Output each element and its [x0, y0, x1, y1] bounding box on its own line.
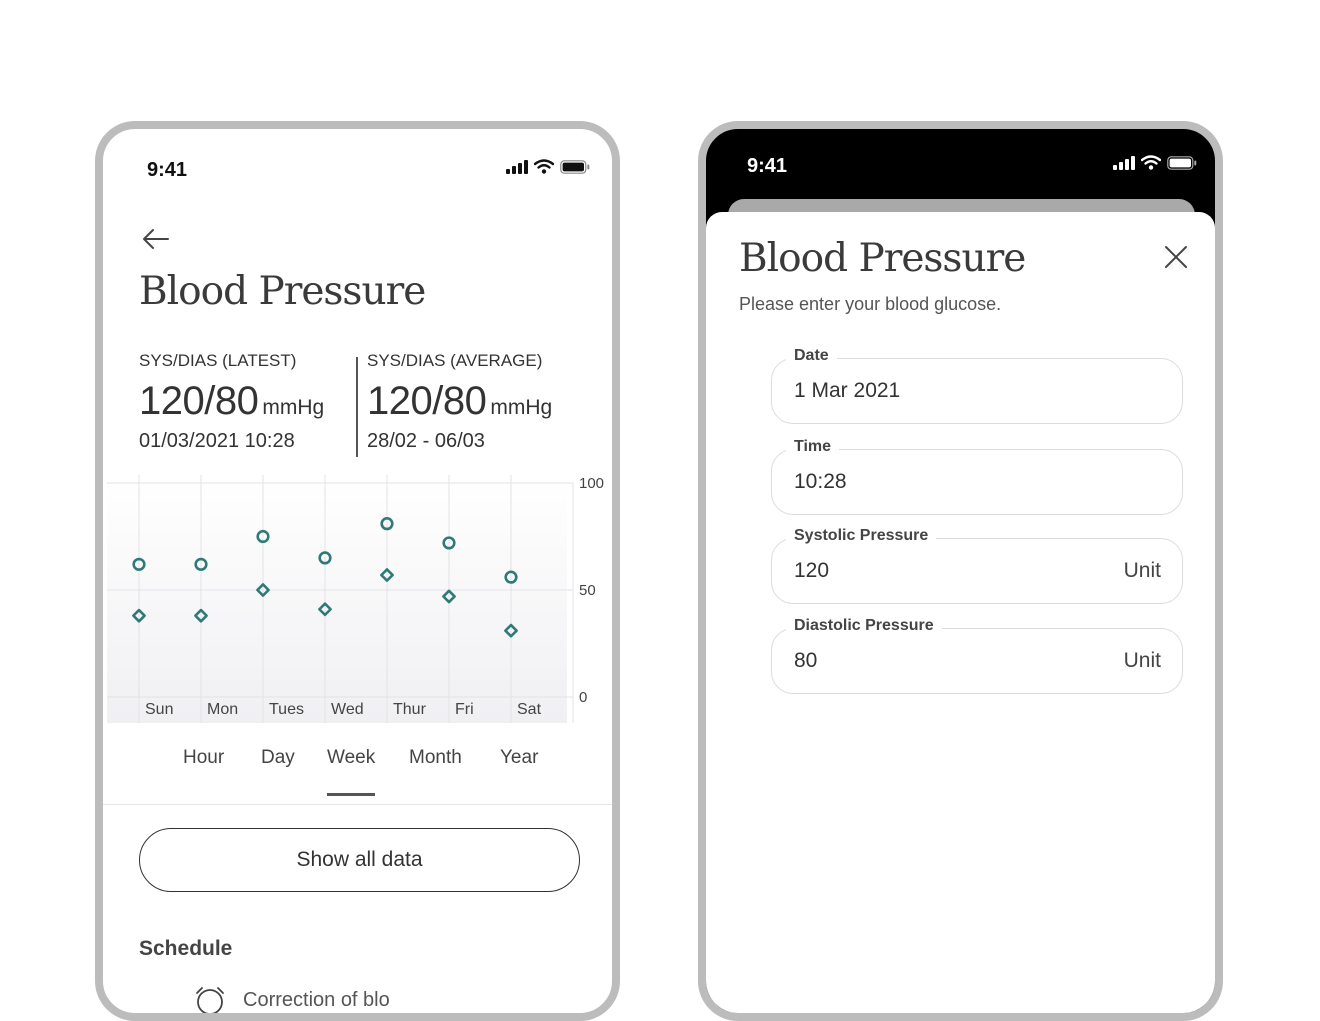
sheet-subtitle: Please enter your blood glucose.	[739, 294, 1002, 314]
time-field-label: Time	[786, 438, 840, 456]
systolic-field-label: Systolic Pressure	[786, 527, 937, 545]
y-tick-label-100: 100	[579, 475, 604, 492]
chart-svg: 0 50 100 Sun Mon Tues Wed Thur Fri Sat	[107, 475, 604, 723]
blood-pressure-chart: 0 50 100 Sun Mon Tues Wed Thur Fri Sat	[107, 475, 607, 723]
diastolic-point-mon	[194, 608, 208, 623]
wifi-icon	[534, 159, 554, 174]
y-tick-label-0: 0	[579, 689, 587, 706]
latest-unit: mmHg	[262, 396, 325, 419]
latest-value: 120/80	[139, 379, 259, 423]
date-field[interactable]: Date 1 Mar 2021	[771, 347, 1183, 424]
latest-label: SYS/DIAS (LATEST)	[139, 351, 297, 370]
diastolic-point-sun	[132, 608, 146, 623]
battery-icon	[560, 159, 590, 174]
status-icons	[506, 159, 590, 174]
systolic-pressure-field[interactable]: Systolic Pressure 120 Unit	[771, 527, 1183, 604]
latest-timestamp: 01/03/2021 10:28	[139, 430, 295, 452]
cellular-signal-icon	[506, 159, 528, 174]
systolic-point-fri	[442, 536, 456, 550]
diastolic-field-unit: Unit	[1123, 649, 1161, 672]
systolic-point-sat	[504, 570, 518, 584]
status-time: 9:41	[747, 155, 788, 177]
schedule-heading: Schedule	[139, 937, 233, 960]
average-label: SYS/DIAS (AVERAGE)	[367, 351, 543, 370]
chart-plot-area	[107, 475, 567, 723]
diastolic-point-fri	[442, 589, 456, 604]
active-tab-indicator	[327, 793, 375, 796]
diastolic-point-thur	[380, 568, 394, 582]
systolic-field-value[interactable]: 120	[794, 559, 830, 582]
average-value: 120/80	[367, 379, 487, 423]
tab-day[interactable]: Day	[261, 747, 295, 768]
back-arrow-icon[interactable]	[141, 225, 171, 253]
diastolic-point-wed	[318, 602, 332, 617]
systolic-point-thur	[380, 517, 394, 531]
diastolic-point-sat	[504, 623, 518, 638]
date-field-label: Date	[786, 347, 837, 365]
schedule-item[interactable]: Correction of blo	[193, 985, 390, 1013]
average-unit: mmHg	[490, 396, 553, 419]
time-field[interactable]: Time 10:28	[771, 438, 1183, 515]
average-value-row: 120/80 mmHg	[367, 379, 552, 424]
sheet-title: Blood Pressure	[739, 236, 1026, 281]
period-tabs: Hour Day Week Month Year	[103, 739, 612, 805]
systolic-point-tues	[256, 529, 270, 544]
entry-sheet: Blood Pressure Please enter your blood g…	[706, 212, 1215, 1013]
close-icon[interactable]	[1161, 242, 1191, 272]
date-field-value[interactable]: 1 Mar 2021	[794, 379, 901, 402]
x-tick-label-thur: Thur	[393, 701, 427, 718]
diastolic-field-label: Diastolic Pressure	[786, 617, 942, 635]
average-stat: SYS/DIAS (AVERAGE) 120/80 mmHg 28/02 - 06…	[367, 351, 552, 453]
alarm-clock-icon	[196, 987, 224, 1013]
latest-value-row: 120/80 mmHg	[139, 379, 324, 424]
status-bar: 9:41	[706, 129, 1215, 189]
systolic-field-unit: Unit	[1123, 559, 1161, 582]
x-tick-label-sun: Sun	[145, 701, 173, 718]
status-time: 9:41	[147, 159, 188, 181]
status-icons	[1113, 155, 1197, 170]
diastolic-point-tues	[256, 583, 270, 597]
tab-week[interactable]: Week	[327, 747, 376, 768]
battery-icon	[1167, 155, 1197, 170]
x-tick-label-tues: Tues	[269, 701, 304, 718]
x-tick-label-sat: Sat	[517, 701, 542, 718]
tab-month[interactable]: Month	[409, 747, 462, 768]
history-screen: 9:41 Blood Pressure SYS/DIAS (LA	[95, 121, 620, 1021]
page-title: Blood Pressure	[139, 269, 426, 314]
systolic-point-wed	[318, 551, 332, 565]
x-tick-label-fri: Fri	[455, 701, 474, 718]
entry-screen: 9:41 Blood Pressure Ple	[698, 121, 1223, 1021]
wifi-icon	[1141, 155, 1161, 170]
x-tick-label-wed: Wed	[331, 701, 364, 718]
tab-year[interactable]: Year	[500, 747, 539, 768]
average-range: 28/02 - 06/03	[367, 430, 485, 452]
cellular-signal-icon	[1113, 155, 1135, 170]
latest-stat: SYS/DIAS (LATEST) 120/80 mmHg 01/03/2021 …	[139, 351, 324, 453]
schedule-item-text: Correction of blo	[243, 988, 390, 1011]
status-bar: 9:41	[103, 129, 612, 189]
stat-divider	[356, 357, 358, 457]
diastolic-pressure-field[interactable]: Diastolic Pressure 80 Unit	[771, 617, 1183, 694]
show-all-data-button[interactable]: Show all data	[139, 828, 580, 892]
x-tick-label-mon: Mon	[207, 701, 238, 718]
systolic-point-mon	[194, 557, 208, 571]
time-field-value[interactable]: 10:28	[794, 470, 847, 493]
diastolic-field-value[interactable]: 80	[794, 649, 818, 672]
systolic-point-sun	[132, 557, 146, 571]
tab-hour[interactable]: Hour	[183, 747, 225, 768]
y-tick-label-50: 50	[579, 582, 596, 599]
